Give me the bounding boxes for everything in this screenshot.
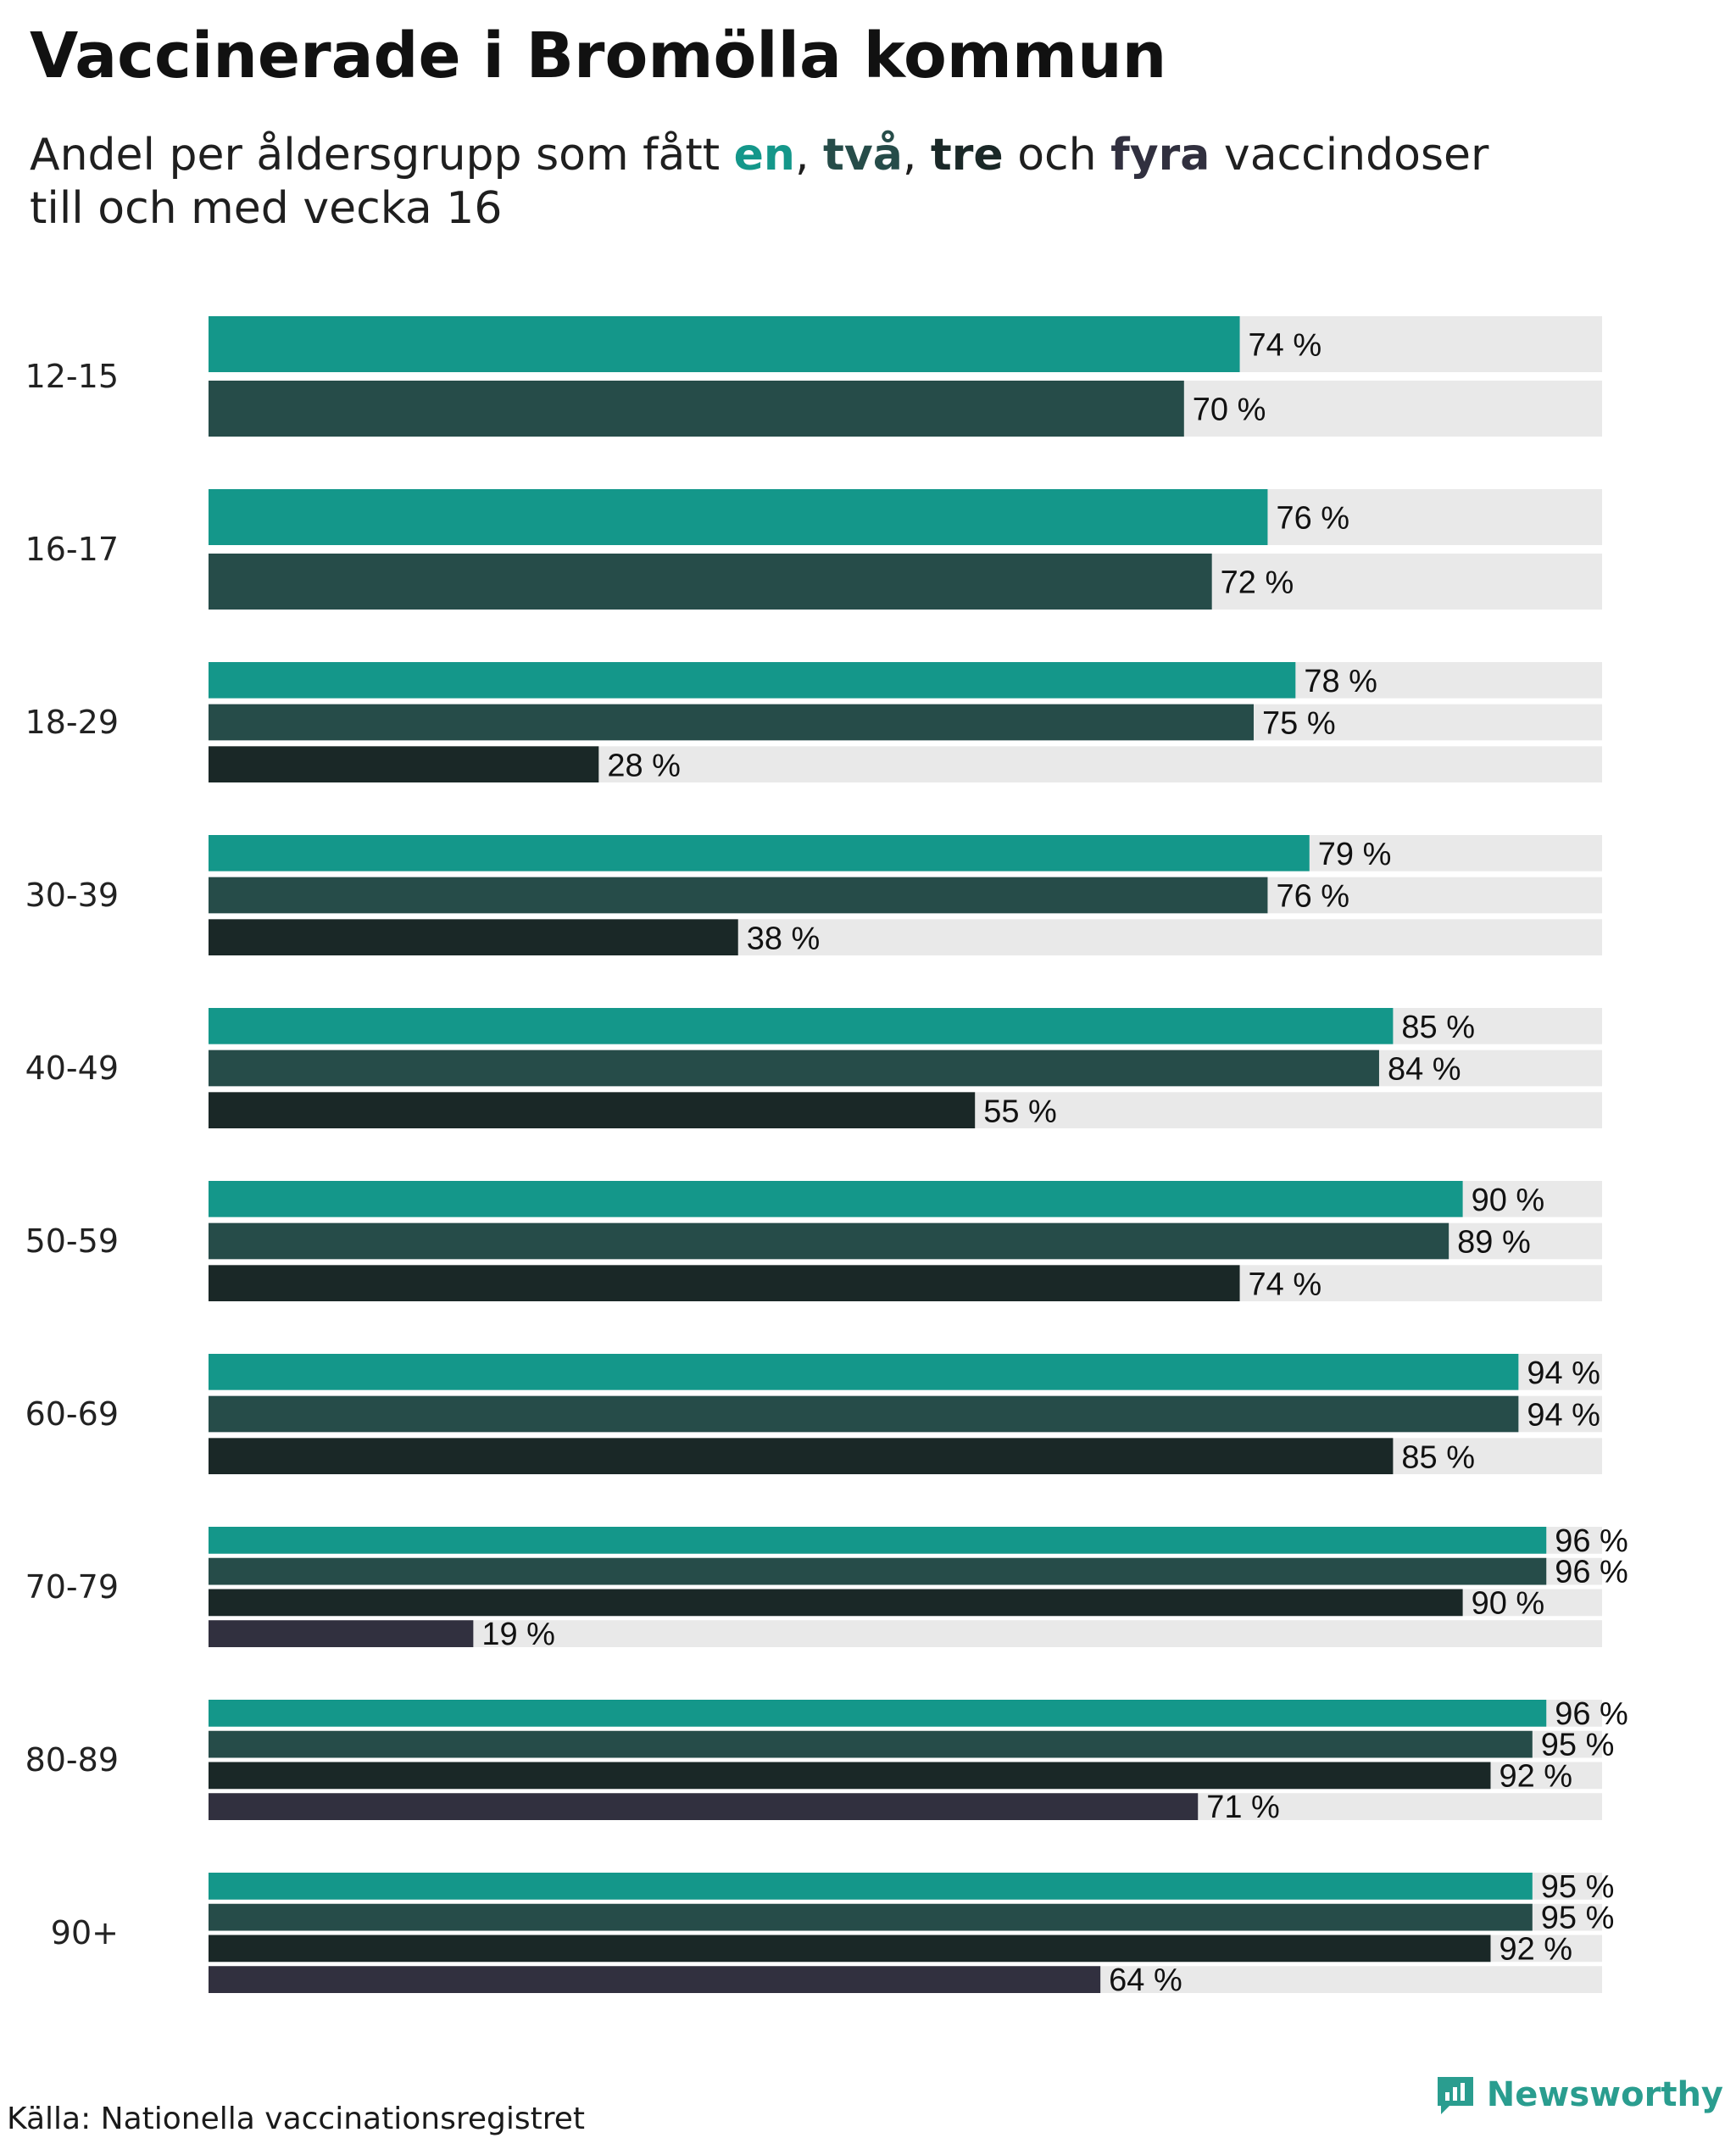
subtitle-separator: , [902, 130, 931, 181]
bar-två [209, 1903, 1533, 1931]
value-label: 72 % [1221, 565, 1294, 601]
subtitle-prefix: Andel per åldersgrupp som fått [30, 130, 734, 181]
age-group-label: 16-17 [25, 531, 119, 568]
subtitle-line2: till och med vecka 16 [30, 183, 503, 234]
value-label: 76 % [1276, 501, 1349, 537]
value-label: 95 % [1541, 1728, 1615, 1763]
value-label: 95 % [1541, 1901, 1615, 1936]
bar-två [209, 381, 1184, 437]
age-group-label: 60-69 [25, 1395, 119, 1433]
bar-en [209, 489, 1268, 545]
value-label: 38 % [747, 921, 821, 956]
bar-group: 50-59 90 % 89 % 74 % [25, 1181, 1602, 1302]
bar-tre [209, 1265, 1240, 1301]
value-label: 89 % [1457, 1225, 1531, 1261]
bar-två [209, 1395, 1519, 1433]
value-label: 90 % [1472, 1585, 1545, 1621]
value-label: 19 % [481, 1617, 555, 1652]
source-note: Källa: Nationella vaccinationsregistret [7, 2102, 585, 2136]
bar-en [209, 1354, 1519, 1390]
value-label: 85 % [1401, 1010, 1475, 1045]
legend-dose2: två [823, 130, 903, 181]
bar-group: 70-79 96 %96 % 90 % 19 % [25, 1523, 1628, 1652]
bar-två [209, 1730, 1533, 1758]
age-group-label: 30-39 [25, 877, 119, 914]
value-label: 95 % [1541, 1869, 1615, 1905]
value-label: 92 % [1499, 1931, 1572, 1967]
bar-fyra [209, 1620, 474, 1647]
bar-två [209, 704, 1254, 741]
bar-två [209, 1557, 1547, 1585]
age-group-label: 90+ [51, 1914, 119, 1951]
age-group-label: 50-59 [25, 1222, 119, 1260]
bar-en [209, 1873, 1533, 1900]
age-group-label: 70-79 [25, 1568, 119, 1606]
bar-tre [209, 1438, 1394, 1474]
value-label: 92 % [1499, 1758, 1572, 1794]
bar-fyra [209, 1793, 1199, 1820]
value-label: 75 % [1262, 706, 1336, 742]
subtitle-separator: , [794, 130, 824, 181]
bar-två [209, 554, 1212, 610]
age-group-label: 40-49 [25, 1050, 119, 1087]
value-label: 84 % [1388, 1052, 1461, 1088]
legend-dose3: tre [930, 130, 1004, 181]
value-label: 96 % [1555, 1555, 1628, 1590]
bar-en [209, 835, 1310, 871]
bar-group: 12-15 74 % 70 % [25, 316, 1602, 437]
value-label: 85 % [1401, 1439, 1475, 1475]
value-label: 94 % [1527, 1398, 1600, 1434]
bar-group: 90+95 %95 %92 %64 % [51, 1869, 1615, 1998]
value-label: 71 % [1206, 1790, 1280, 1825]
value-label: 79 % [1318, 837, 1392, 872]
bar-två [209, 1050, 1379, 1087]
value-label: 74 % [1249, 1267, 1322, 1302]
legend-dose4: fyra [1110, 130, 1210, 181]
bar-en [209, 1527, 1547, 1554]
bar-en [209, 662, 1296, 699]
chart-title: Vaccinerade i Bromölla kommun [30, 19, 1167, 92]
bar-två [209, 1222, 1449, 1260]
bar-group: 40-49 85 % 84 % 55 % [25, 1008, 1602, 1129]
bar-tre [209, 1935, 1491, 1963]
value-label: 96 % [1555, 1696, 1628, 1732]
brand-name: Newsworthy [1486, 2075, 1723, 2114]
value-label: 94 % [1527, 1356, 1600, 1391]
bar-en [209, 1181, 1463, 1217]
value-label: 28 % [607, 748, 681, 783]
bar-en [209, 1700, 1547, 1727]
value-label: 70 % [1193, 393, 1266, 428]
age-group-label: 80-89 [25, 1741, 119, 1779]
bar-group: 60-69 94 % 94 % 85 % [25, 1354, 1602, 1475]
value-label: 90 % [1472, 1183, 1545, 1218]
value-label: 55 % [983, 1094, 1057, 1129]
bar-en [209, 316, 1240, 372]
value-label: 96 % [1555, 1523, 1628, 1559]
bar-group: 80-89 96 %95 %92 % 71 % [25, 1696, 1628, 1825]
bar-en [209, 1008, 1394, 1044]
bar-group: 18-29 78 % 75 % 28 % [25, 662, 1602, 783]
age-group-label: 18-29 [25, 704, 119, 741]
bar-tre [209, 919, 738, 955]
legend-dose1: en [733, 130, 795, 181]
bar-tre [209, 746, 599, 782]
value-label: 74 % [1249, 328, 1322, 364]
bar-tre [209, 1589, 1463, 1617]
value-label: 78 % [1304, 664, 1377, 699]
value-label: 64 % [1109, 1963, 1182, 1998]
bar-group: 16-17 76 % 72 % [25, 489, 1602, 610]
subtitle-and: och [1003, 130, 1111, 181]
age-group-label: 12-15 [25, 358, 119, 395]
newsworthy-icon [1437, 2077, 1473, 2114]
bar-group: 30-39 79 % 76 % 38 % [25, 835, 1602, 956]
bar-fyra [209, 1966, 1101, 1993]
subtitle-suffix: vaccindoser [1210, 130, 1489, 181]
value-label: 76 % [1276, 879, 1349, 915]
chart-subtitle: Andel per åldersgrupp som fått en, två, … [30, 129, 1640, 236]
bar-två [209, 877, 1268, 914]
bar-tre [209, 1092, 976, 1128]
bar-tre [209, 1762, 1491, 1790]
brand-logo: Newsworthy [1434, 2071, 1723, 2119]
